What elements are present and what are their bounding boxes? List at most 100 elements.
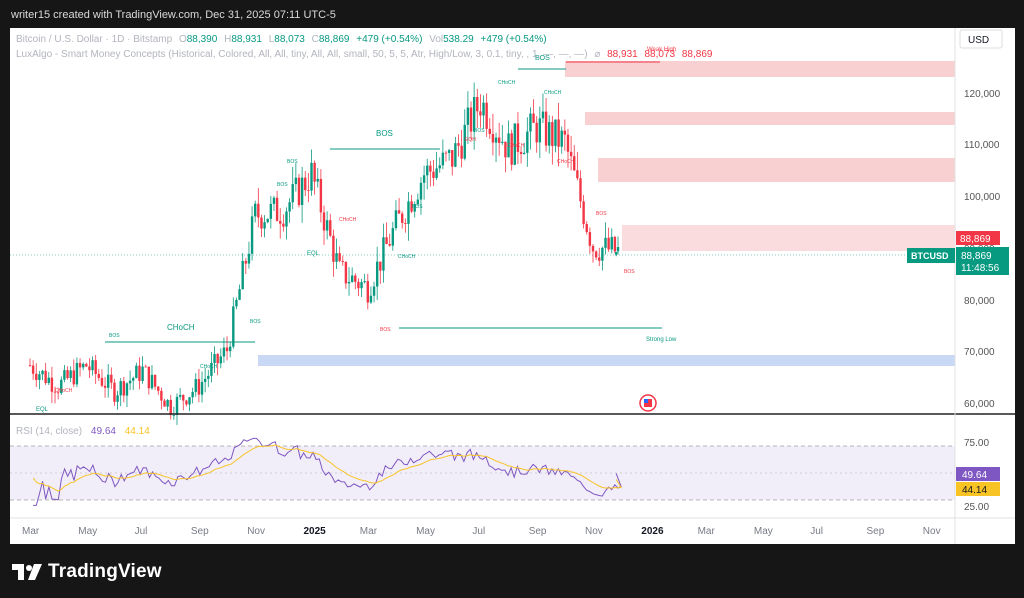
- candle-body: [485, 102, 488, 129]
- rsi-title: RSI (14, close): [16, 426, 82, 437]
- candle-body: [310, 162, 313, 191]
- candle-body: [106, 374, 110, 388]
- ohlc-h-label: H: [224, 34, 231, 45]
- candle-body: [332, 235, 335, 262]
- candle-body: [422, 175, 426, 183]
- last-price-text: 88,869: [960, 234, 991, 245]
- candle-body: [616, 247, 620, 252]
- candle-body: [166, 399, 169, 407]
- candle-body: [347, 281, 351, 284]
- price-tick: 120,000: [964, 89, 1001, 100]
- candle-body: [325, 220, 329, 231]
- symbol-legend[interactable]: Bitcoin / U.S. Dollar · 1D · Bitstamp O8…: [16, 34, 547, 45]
- candle-body: [438, 165, 441, 169]
- candle-body: [47, 377, 50, 383]
- rsi-badge-2: [956, 482, 1000, 496]
- candle-body: [410, 201, 413, 212]
- candle-body: [272, 197, 276, 204]
- ohlc-change: +479 (+0.54%): [356, 34, 422, 45]
- label-choch-g3: CHoCH: [498, 80, 516, 86]
- candle-body: [203, 378, 207, 382]
- candle-body: [472, 97, 476, 132]
- candle-body: [38, 374, 41, 380]
- ohlc-c-label: C: [312, 34, 319, 45]
- indicator-legend[interactable]: LuxAlgo - Smart Money Concepts (Historic…: [16, 49, 713, 60]
- candle-body: [329, 220, 332, 236]
- time-axis[interactable]: Mar May Jul Sep Nov 2025 Mar May Jul Sep Nov 2026 Ma…: [22, 526, 941, 537]
- label-choch-left: CHoCH: [167, 323, 195, 332]
- indicator-settings-icon: ⌀: [594, 49, 600, 60]
- us-flag-event-icon[interactable]: [639, 394, 657, 412]
- candle-body: [100, 377, 104, 386]
- candle-body: [569, 151, 573, 157]
- candle-body: [566, 134, 570, 152]
- label-strong-low: Strong Low: [646, 337, 677, 343]
- rsi-tick: 75.00: [964, 438, 989, 449]
- candle-body: [219, 356, 222, 364]
- label-choch-r2: CHoCH: [507, 143, 525, 149]
- brand-name: TradingView: [48, 561, 162, 582]
- candle-body: [138, 365, 141, 381]
- currency-label[interactable]: USD: [968, 35, 989, 46]
- order-block-bear-3: [598, 158, 955, 182]
- ohlc-l: 88,073: [274, 34, 305, 45]
- candle-body: [494, 137, 498, 143]
- chart-panel[interactable]: BOS CHoCH BOS Weak High Strong Low EQL E…: [10, 28, 1015, 544]
- symbol-badge: [907, 248, 955, 263]
- candles: [28, 82, 620, 426]
- candle-body: [576, 170, 579, 179]
- candle-body: [241, 260, 244, 290]
- label-bos-s1: BOS: [109, 333, 120, 339]
- label-bos-main: BOS: [376, 129, 393, 138]
- candle-body: [31, 365, 35, 374]
- label-bos-r2: BOS: [380, 327, 391, 333]
- time-tick: Sep: [191, 526, 209, 537]
- price-axis[interactable]: 120,000 110,000 100,000 90,000 80,000 70…: [964, 89, 1001, 513]
- candle-body: [263, 222, 266, 229]
- candle-body: [56, 392, 60, 394]
- candle-body: [397, 210, 401, 214]
- tradingview-brand[interactable]: TradingView: [12, 561, 162, 583]
- candle-body: [360, 282, 363, 289]
- candle-body: [97, 373, 101, 378]
- candle-body: [91, 360, 94, 371]
- time-tick: Jul: [135, 526, 148, 537]
- candle-body: [94, 360, 97, 374]
- candle-body: [350, 275, 354, 282]
- candle-body: [213, 353, 216, 363]
- rsi-legend[interactable]: RSI (14, close) 49.64 44.14: [16, 426, 150, 437]
- candle-body: [441, 152, 445, 166]
- candle-body: [172, 414, 176, 416]
- candle-body: [119, 381, 122, 396]
- indicator-v3: 88,869: [682, 49, 713, 60]
- order-block-bear-4: [622, 225, 955, 251]
- candle-body: [228, 346, 232, 352]
- candle-body: [469, 107, 473, 132]
- last-price-badge: [956, 231, 1000, 245]
- candle-body: [388, 243, 391, 246]
- candle-body: [88, 366, 91, 371]
- candle-body: [28, 365, 32, 367]
- rsi-tick: 25.00: [964, 502, 989, 513]
- candle-body: [501, 141, 504, 143]
- candle-body: [479, 111, 482, 116]
- candle-body: [513, 123, 517, 165]
- label-bos-r3: BOS: [624, 269, 635, 275]
- rsi-badge-1-text: 49.64: [962, 470, 987, 481]
- candle-body: [63, 370, 66, 380]
- time-tick: Jul: [472, 526, 485, 537]
- ohlc-o-label: O: [179, 34, 187, 45]
- candle-body: [50, 377, 54, 392]
- candle-body: [144, 366, 147, 368]
- candle-body: [319, 178, 323, 213]
- price-chart[interactable]: BOS CHoCH BOS Weak High Strong Low EQL E…: [10, 28, 1015, 544]
- candle-body: [175, 396, 179, 415]
- candle-body: [588, 232, 592, 246]
- candle-body: [78, 363, 82, 368]
- candle-body: [526, 131, 529, 153]
- time-tick: Sep: [529, 526, 547, 537]
- candle-body: [563, 130, 567, 135]
- currency-box[interactable]: [959, 29, 1003, 49]
- candle-body: [551, 122, 554, 146]
- candle-body: [585, 224, 588, 233]
